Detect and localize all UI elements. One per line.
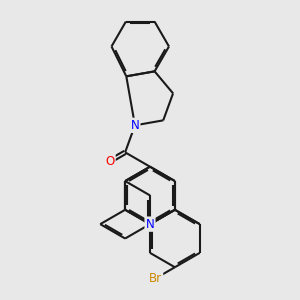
Text: Br: Br: [149, 272, 162, 285]
Text: N: N: [146, 218, 154, 231]
Text: N: N: [130, 119, 139, 132]
Text: O: O: [105, 154, 115, 168]
